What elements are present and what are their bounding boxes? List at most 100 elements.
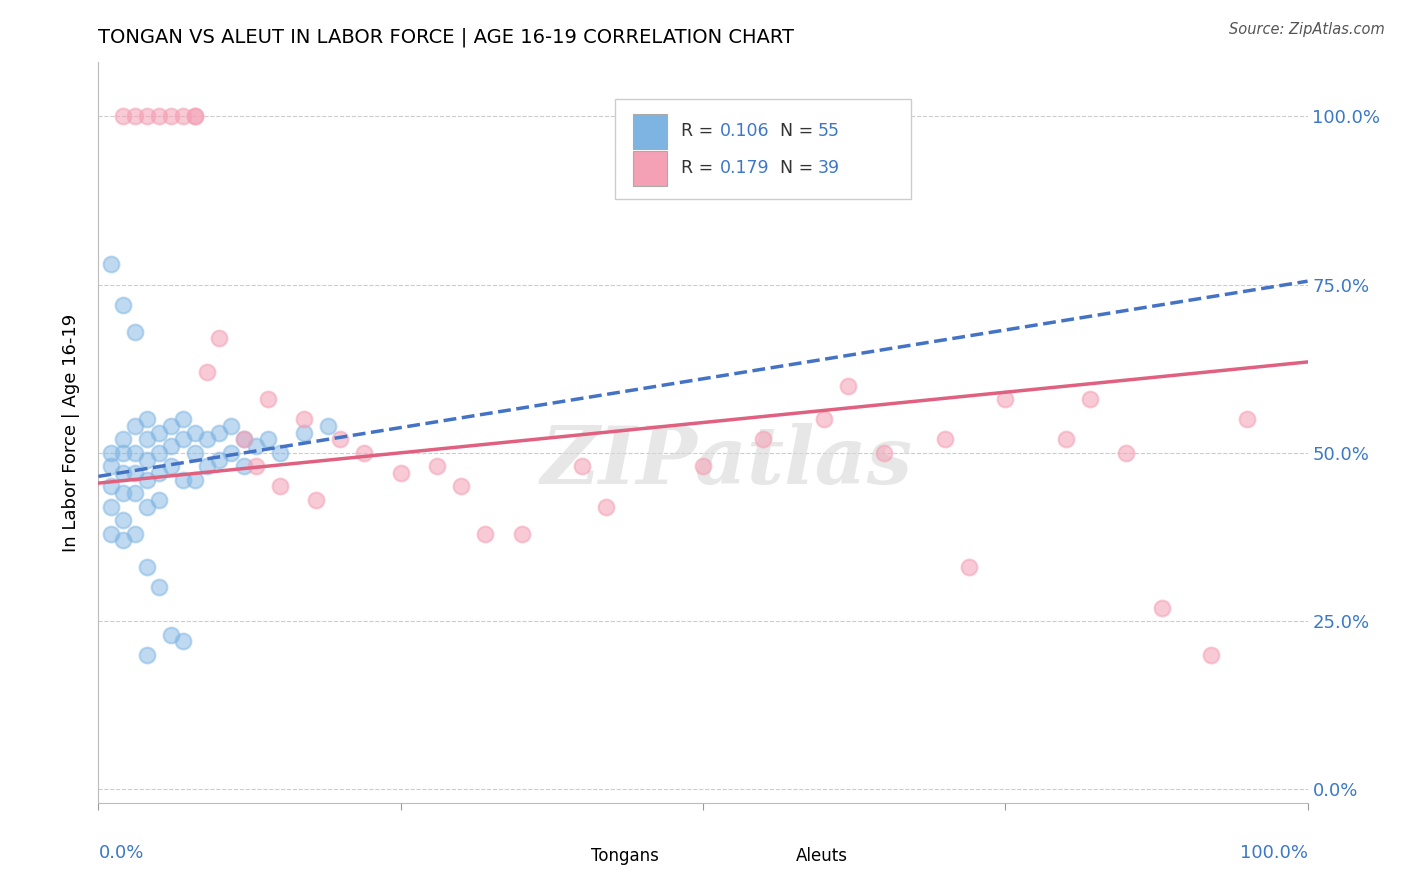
Point [160, 459, 183, 474]
Point [873, 446, 896, 460]
Point [148, 446, 170, 460]
Point [124, 466, 146, 480]
FancyBboxPatch shape [614, 99, 911, 200]
Point [148, 492, 170, 507]
Point [160, 418, 183, 433]
Text: 0.106: 0.106 [720, 122, 769, 140]
Point [111, 109, 134, 123]
Point [426, 459, 449, 474]
Point [148, 466, 170, 480]
Bar [551, 843, 583, 870]
Text: TONGAN VS ALEUT IN LABOR FORCE | AGE 16-19 CORRELATION CHART: TONGAN VS ALEUT IN LABOR FORCE | AGE 16-… [98, 28, 794, 47]
Point [135, 452, 157, 467]
Bar [633, 113, 666, 149]
Text: 0.179: 0.179 [720, 160, 769, 178]
Text: 100.0%: 100.0% [1240, 845, 1308, 863]
Point [305, 492, 328, 507]
Bar [758, 843, 789, 870]
Text: R =: R = [682, 122, 718, 140]
Point [100, 459, 122, 474]
Point [184, 473, 207, 487]
Point [752, 433, 775, 447]
Point [124, 325, 146, 339]
Y-axis label: In Labor Force | Age 16-19: In Labor Force | Age 16-19 [62, 313, 80, 552]
Point [135, 648, 157, 662]
Point [957, 560, 980, 574]
Point [510, 526, 533, 541]
Point [208, 425, 231, 440]
Point [111, 533, 134, 548]
Point [934, 433, 956, 447]
Point [160, 109, 183, 123]
Point [111, 298, 134, 312]
Point [172, 473, 194, 487]
Point [160, 627, 183, 641]
Point [172, 412, 194, 426]
Point [184, 425, 207, 440]
Point [184, 109, 207, 123]
Point [1199, 648, 1222, 662]
Point [135, 109, 157, 123]
Point [245, 459, 267, 474]
Point [450, 479, 472, 493]
Point [148, 581, 170, 595]
Point [221, 446, 243, 460]
Bar [633, 151, 666, 186]
Point [100, 500, 122, 514]
Point [994, 392, 1017, 406]
Text: Tongans: Tongans [591, 847, 658, 865]
Point [269, 479, 291, 493]
Point [595, 500, 617, 514]
Point [389, 466, 412, 480]
Point [100, 446, 122, 460]
Point [111, 446, 134, 460]
Point [135, 500, 157, 514]
Point [172, 433, 194, 447]
Point [329, 433, 352, 447]
Point [813, 412, 835, 426]
Point [245, 439, 267, 453]
Point [692, 459, 714, 474]
Point [208, 452, 231, 467]
Point [124, 418, 146, 433]
Text: R =: R = [682, 160, 718, 178]
Point [208, 331, 231, 345]
Point [292, 412, 315, 426]
Point [100, 257, 122, 271]
Text: Aleuts: Aleuts [796, 847, 848, 865]
Point [148, 425, 170, 440]
Point [172, 634, 194, 648]
Point [1152, 600, 1174, 615]
Text: 39: 39 [818, 160, 839, 178]
Point [111, 513, 134, 527]
Text: Source: ZipAtlas.com: Source: ZipAtlas.com [1229, 22, 1385, 37]
Point [172, 109, 194, 123]
Point [1115, 446, 1137, 460]
Point [124, 446, 146, 460]
Point [256, 433, 278, 447]
Point [184, 446, 207, 460]
Text: ZIPatlas: ZIPatlas [541, 424, 914, 501]
Point [232, 433, 254, 447]
Point [1054, 433, 1077, 447]
Point [160, 439, 183, 453]
Point [111, 433, 134, 447]
Point [195, 433, 218, 447]
Point [135, 473, 157, 487]
Point [269, 446, 291, 460]
Point [135, 433, 157, 447]
Text: N =: N = [780, 122, 820, 140]
Point [221, 418, 243, 433]
Point [195, 459, 218, 474]
Text: N =: N = [780, 160, 820, 178]
Point [184, 109, 207, 123]
Point [135, 412, 157, 426]
Point [148, 109, 170, 123]
Point [124, 486, 146, 500]
Point [195, 365, 218, 379]
Point [100, 479, 122, 493]
Point [135, 560, 157, 574]
Point [1078, 392, 1101, 406]
Text: 55: 55 [818, 122, 839, 140]
Point [124, 109, 146, 123]
